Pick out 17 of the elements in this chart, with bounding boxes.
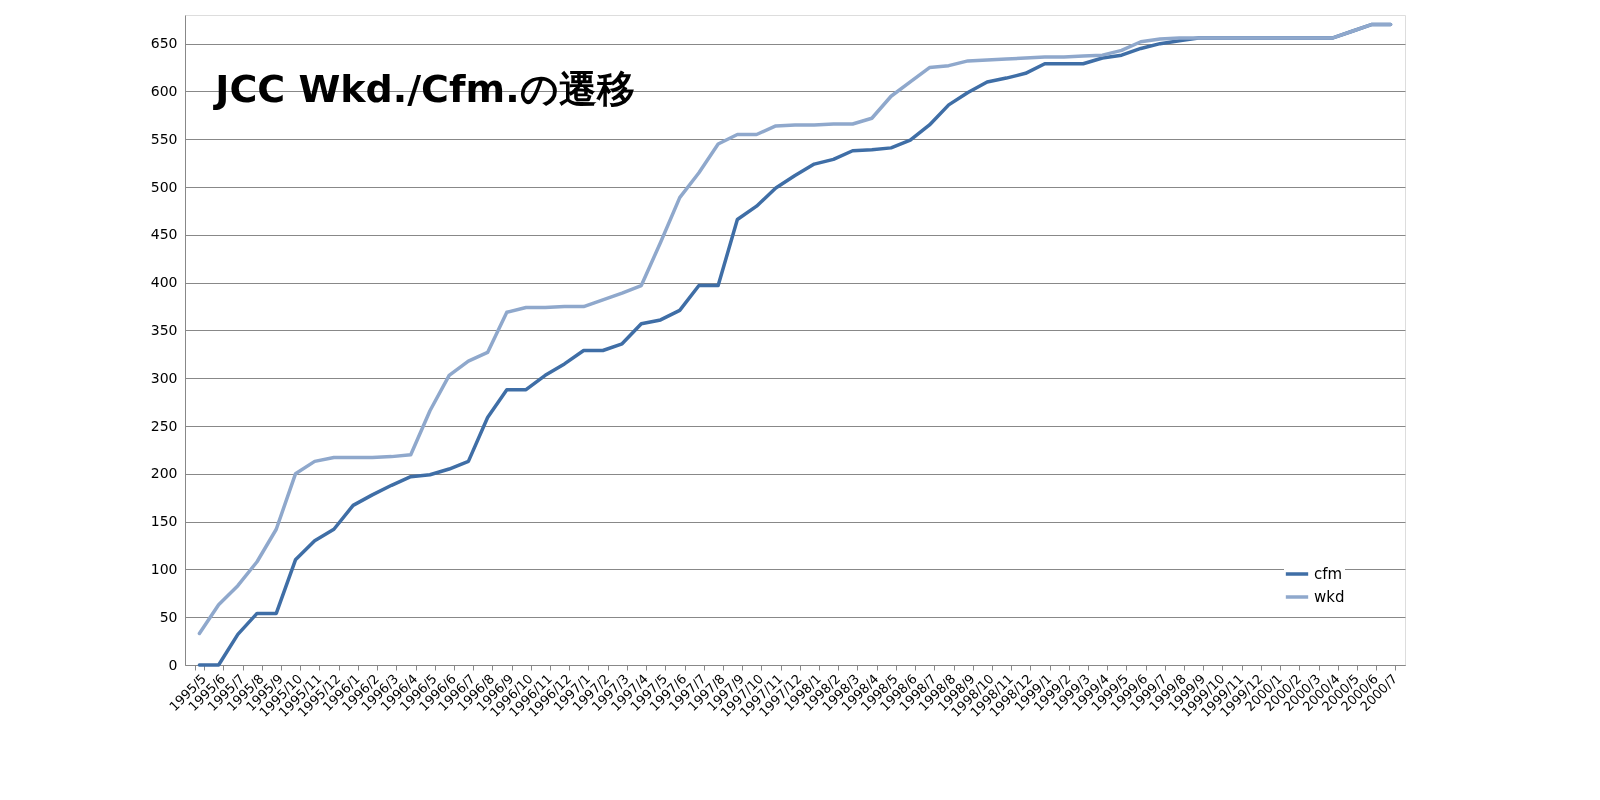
legend-label: wkd xyxy=(1314,588,1345,606)
y-tick-label: 650 xyxy=(150,35,178,52)
y-tick-label: 0 xyxy=(168,656,178,673)
y-tick-label: 450 xyxy=(150,226,178,243)
y-tick-label: 400 xyxy=(150,274,178,291)
legend-label: cfm xyxy=(1314,565,1343,583)
y-tick-label: 550 xyxy=(150,130,178,147)
y-tick-label: 600 xyxy=(150,82,178,99)
text: JCC Wkd./Cfm.の遷移 xyxy=(212,67,635,111)
y-tick-label: 350 xyxy=(150,321,178,338)
y-tick-label: 500 xyxy=(150,178,178,195)
y-tick-label: 150 xyxy=(150,513,178,530)
y-tick-label: 100 xyxy=(150,560,178,577)
y-tick-label: 300 xyxy=(150,369,178,386)
y-tick-label: 50 xyxy=(159,608,178,625)
y-tick-label: 250 xyxy=(150,417,178,434)
y-tick-label: 200 xyxy=(150,465,178,482)
